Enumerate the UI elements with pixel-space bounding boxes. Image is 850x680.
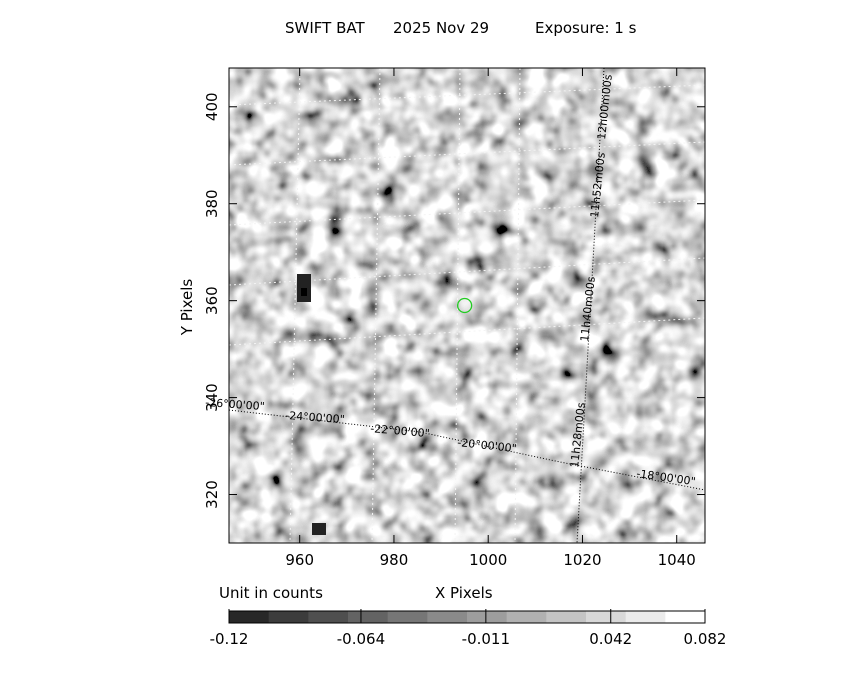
colorbar-segment xyxy=(586,611,627,623)
x-axis-label: X Pixels xyxy=(435,584,493,602)
axis-ticks: 960 980 1000 1020 1040 320 340 360 380 400 xyxy=(203,68,705,569)
y-tick-label: 400 xyxy=(203,92,221,121)
colorbar-segment xyxy=(229,611,270,623)
colorbar-tick-label: 0.042 xyxy=(589,630,632,648)
dec-label: -20°00'00" xyxy=(457,436,518,455)
coordinate-grid xyxy=(229,68,705,543)
x-tick-label: 1020 xyxy=(563,551,601,569)
colorbar-segment xyxy=(348,611,389,623)
y-tick-label: 320 xyxy=(203,480,221,509)
colorbar-tick-label: -0.011 xyxy=(462,630,510,648)
dark-spots xyxy=(297,274,326,535)
dec-label: -26°00'00" xyxy=(205,396,265,413)
colorbar-segment xyxy=(387,611,428,623)
grid-line xyxy=(289,68,301,543)
colorbar-segment xyxy=(625,611,666,623)
x-tick-label: 980 xyxy=(380,551,409,569)
colorbar-segment xyxy=(665,611,706,623)
plot-frame xyxy=(228,67,706,544)
colorbar-tick-label: -0.064 xyxy=(337,630,385,648)
grid-line xyxy=(454,68,461,543)
y-tick-label: 340 xyxy=(203,383,221,412)
dec-grid-line xyxy=(229,409,705,491)
x-tick-label: 960 xyxy=(285,551,314,569)
title-exposure: Exposure: 1 s xyxy=(535,19,637,37)
title-date: 2025 Nov 29 xyxy=(393,19,490,37)
colorbar-segment xyxy=(506,611,547,623)
dec-label: -24°00'00" xyxy=(285,409,345,426)
colorbar-segment xyxy=(467,611,508,623)
y-tick-label: 380 xyxy=(203,189,221,218)
colorbar-tick-label: 0.082 xyxy=(684,630,727,648)
dec-label: -22°00'00" xyxy=(370,422,430,440)
colorbar-tick-label: -0.12 xyxy=(210,630,249,648)
ra-grid-line xyxy=(576,68,605,543)
colorbar: -0.12 -0.064 -0.011 0.042 0.082 xyxy=(210,609,727,648)
x-tick-label: 1000 xyxy=(469,551,507,569)
y-axis-label: Y Pixels xyxy=(178,279,196,337)
x-tick-label: 1040 xyxy=(658,551,696,569)
colorbar-unit-label: Unit in counts xyxy=(219,584,323,602)
colorbar-segment xyxy=(308,611,349,623)
colorbar-segment xyxy=(268,611,309,623)
colorbar-segment xyxy=(427,611,468,623)
y-tick-label: 360 xyxy=(203,286,221,315)
source-marker-circle xyxy=(456,297,473,314)
grid-line xyxy=(371,68,381,543)
colorbar-segment xyxy=(546,611,587,623)
sky-image xyxy=(229,68,705,543)
title-instrument: SWIFT BAT xyxy=(285,19,365,37)
grid-line xyxy=(514,68,521,543)
